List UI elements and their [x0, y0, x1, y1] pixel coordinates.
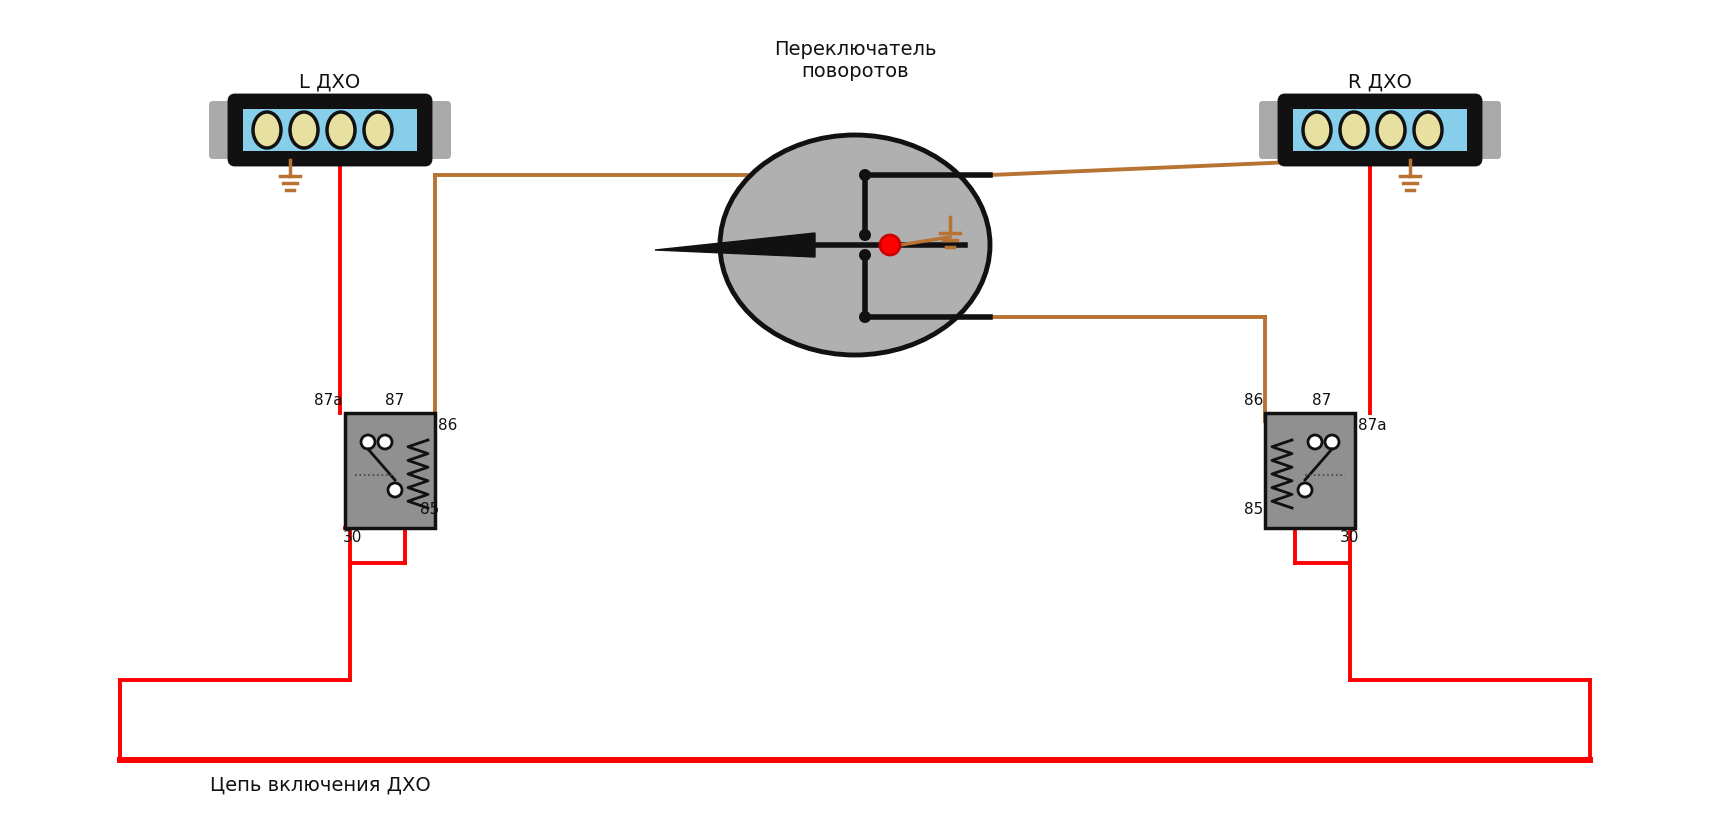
Text: R ДХО: R ДХО [1347, 72, 1412, 91]
Text: Цепь включения ДХО: Цепь включения ДХО [211, 775, 431, 794]
Ellipse shape [327, 112, 354, 148]
Circle shape [1298, 483, 1311, 497]
FancyBboxPatch shape [1465, 101, 1501, 159]
Text: 87a: 87a [1358, 417, 1387, 432]
FancyBboxPatch shape [229, 96, 430, 164]
Text: 30: 30 [1340, 531, 1359, 546]
Bar [243, 109, 418, 151]
Circle shape [361, 435, 375, 449]
Ellipse shape [1414, 112, 1442, 148]
Circle shape [880, 235, 901, 255]
Bar [1265, 412, 1354, 527]
Ellipse shape [253, 112, 281, 148]
FancyBboxPatch shape [1281, 96, 1479, 164]
Circle shape [859, 229, 871, 241]
Text: 85: 85 [419, 502, 440, 517]
FancyBboxPatch shape [209, 101, 245, 159]
Ellipse shape [1303, 112, 1330, 148]
Text: L ДХО: L ДХО [300, 72, 361, 91]
Ellipse shape [1376, 112, 1406, 148]
Ellipse shape [1340, 112, 1368, 148]
Circle shape [389, 483, 402, 497]
Text: 86: 86 [438, 417, 457, 432]
Text: 87: 87 [385, 392, 404, 407]
Text: Переключатель: Переключатель [774, 40, 936, 59]
Circle shape [859, 169, 871, 181]
Circle shape [378, 435, 392, 449]
Ellipse shape [365, 112, 392, 148]
Bar [346, 412, 435, 527]
Text: 87: 87 [1311, 392, 1332, 407]
Text: 30: 30 [342, 531, 363, 546]
Ellipse shape [289, 112, 318, 148]
Text: 85: 85 [1243, 502, 1263, 517]
Polygon shape [656, 233, 815, 257]
Circle shape [859, 249, 871, 261]
FancyBboxPatch shape [1258, 101, 1294, 159]
Ellipse shape [721, 135, 990, 355]
Text: 86: 86 [1243, 392, 1263, 407]
FancyBboxPatch shape [414, 101, 450, 159]
Circle shape [1325, 435, 1339, 449]
Circle shape [1308, 435, 1322, 449]
Text: поворотов: поворотов [801, 62, 909, 81]
Bar [1293, 109, 1467, 151]
Text: 87a: 87a [315, 392, 342, 407]
Circle shape [859, 311, 871, 323]
